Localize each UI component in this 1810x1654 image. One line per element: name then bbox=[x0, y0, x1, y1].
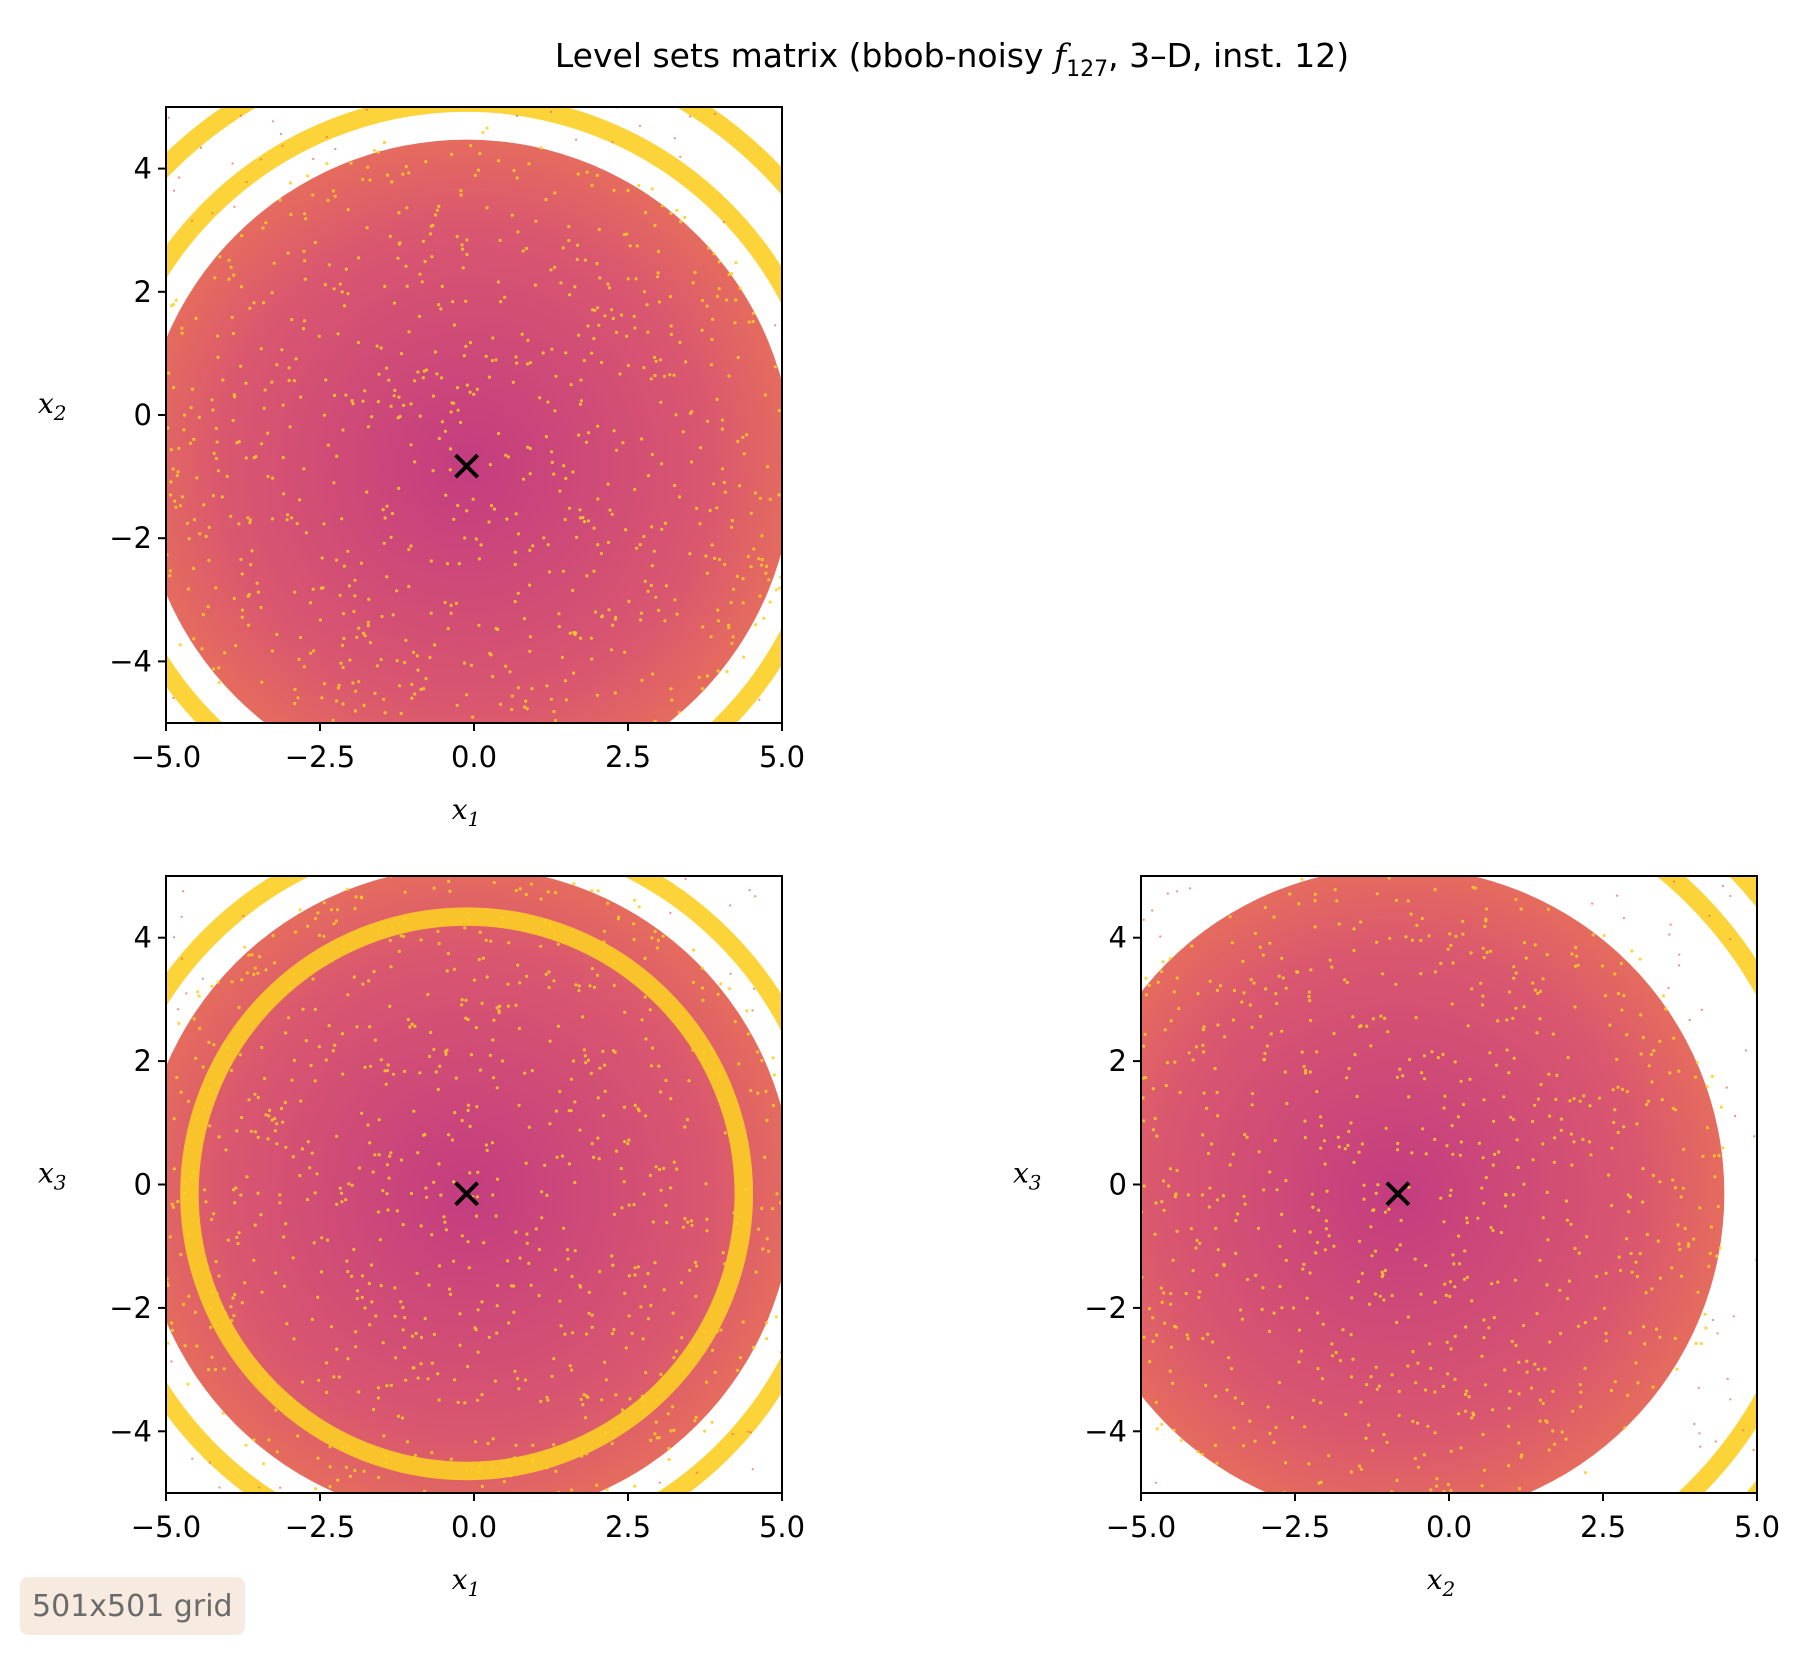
grid-size-badge: 501x501 grid bbox=[20, 1577, 245, 1635]
y-tick-label: 4 bbox=[134, 152, 152, 186]
y-axis-label: x2 bbox=[38, 387, 67, 425]
x-axis-label: x2 bbox=[1427, 1563, 1456, 1601]
y-tick-label: −4 bbox=[1084, 1414, 1127, 1448]
level-set-region bbox=[1141, 876, 1725, 1493]
y-tick-label: −2 bbox=[109, 521, 152, 555]
plot-area bbox=[1141, 876, 1757, 1493]
optimum-marker bbox=[454, 1181, 480, 1207]
noise-speckle bbox=[166, 107, 782, 723]
y-tick-label: −4 bbox=[109, 644, 152, 678]
noise-speckle bbox=[166, 876, 782, 1493]
panel-x1-x3: −5.0 −2.5 0.0 2.5 5.0 −4 −2 0 2 4 x1 x3 bbox=[38, 875, 805, 1601]
x-tick-label: −5.0 bbox=[131, 1510, 201, 1544]
x-tick-label: 0.0 bbox=[1426, 1510, 1472, 1544]
level-set-region bbox=[166, 139, 782, 723]
grid-size-label: 501x501 grid bbox=[32, 1588, 233, 1624]
y-tick-label: 2 bbox=[134, 1044, 152, 1078]
y-tick-label: 4 bbox=[134, 921, 152, 955]
x-tick-label: 5.0 bbox=[1734, 1510, 1780, 1544]
x-tick-label: 2.5 bbox=[1580, 1510, 1626, 1544]
y-tick-label: 0 bbox=[134, 1168, 152, 1202]
figure-title: Level sets matrix (bbob-noisy f127, 3–D,… bbox=[555, 36, 1349, 82]
plot-area bbox=[166, 107, 782, 723]
x-tick-label: −5.0 bbox=[131, 740, 201, 774]
y-axis-label: x3 bbox=[1013, 1157, 1042, 1195]
y-tick-label: 0 bbox=[134, 398, 152, 432]
optimum-marker bbox=[454, 453, 480, 479]
y-tick-label: 4 bbox=[1109, 921, 1127, 955]
x-tick-label: 2.5 bbox=[605, 740, 651, 774]
x-tick-label: 2.5 bbox=[605, 1510, 651, 1544]
panel-x1-x2: −5.0 −2.5 0.0 2.5 5.0 −4 −2 0 2 4 x1 x2 bbox=[38, 106, 805, 831]
x-tick-label: −2.5 bbox=[285, 1510, 355, 1544]
x-tick-label: 0.0 bbox=[451, 740, 497, 774]
y-tick-label: −2 bbox=[1084, 1291, 1127, 1325]
y-axis-label: x3 bbox=[38, 1157, 67, 1195]
x-tick-label: 5.0 bbox=[759, 740, 805, 774]
y-tick-label: 2 bbox=[1109, 1044, 1127, 1078]
y-tick-label: 2 bbox=[134, 275, 152, 309]
x-axis-label: x1 bbox=[452, 1563, 481, 1601]
x-tick-label: 5.0 bbox=[759, 1510, 805, 1544]
x-tick-label: 0.0 bbox=[451, 1510, 497, 1544]
x-tick-label: −2.5 bbox=[285, 740, 355, 774]
y-tick-label: 0 bbox=[1109, 1168, 1127, 1202]
y-tick-label: −4 bbox=[109, 1414, 152, 1448]
x-tick-label: −2.5 bbox=[1260, 1510, 1330, 1544]
optimum-marker bbox=[1385, 1181, 1411, 1207]
x-axis-label: x1 bbox=[452, 793, 481, 831]
y-tick-label: −2 bbox=[109, 1291, 152, 1325]
x-tick-label: −5.0 bbox=[1106, 1510, 1176, 1544]
noise-speckle bbox=[1141, 876, 1757, 1493]
panel-x2-x3: −5.0 −2.5 0.0 2.5 5.0 −4 −2 0 2 4 x2 x3 bbox=[1013, 875, 1780, 1601]
